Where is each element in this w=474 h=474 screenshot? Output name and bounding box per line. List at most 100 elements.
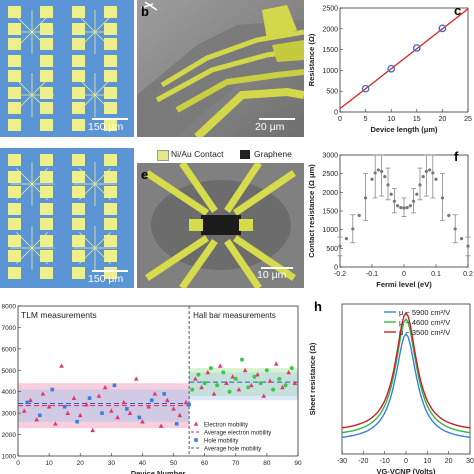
curve-point xyxy=(399,206,403,210)
electron-point xyxy=(183,399,189,405)
contact-trace xyxy=(94,247,111,264)
panel-d-micrograph: 150 μm xyxy=(0,148,134,288)
y-tick-label: 2000 xyxy=(322,26,338,33)
electron-point xyxy=(96,393,102,398)
contact-pad xyxy=(8,267,21,279)
contact-pad xyxy=(72,235,85,247)
contact-pad xyxy=(72,23,85,35)
contact-pad xyxy=(104,23,117,35)
contact-pad xyxy=(72,102,85,114)
panel-h-chart: -30 -20 -10 0 10 20 30 VG-VCNP (Volts) Sheet res… xyxy=(306,296,474,474)
y-tick-label: 1000 xyxy=(2,454,17,461)
electron-point xyxy=(28,397,33,403)
contact-pad xyxy=(8,250,21,262)
y-tick-label: 4000 xyxy=(2,389,17,396)
hall-point xyxy=(190,387,195,392)
plot-frame xyxy=(339,7,469,113)
contact-pad xyxy=(8,235,21,247)
contact-pad xyxy=(104,186,117,198)
hall-point xyxy=(208,366,213,371)
electron-point xyxy=(211,391,217,396)
contact-pad xyxy=(104,171,117,183)
contact-trace xyxy=(16,232,33,249)
x-tick-label: 0.2 xyxy=(463,271,473,278)
panel-b-sem: b 20 μm xyxy=(137,0,304,137)
data-point xyxy=(438,24,447,33)
curve-point xyxy=(434,177,438,181)
scale-label: 20 μm xyxy=(255,121,285,133)
curve-point xyxy=(338,244,342,248)
panel-g-chart: 0 10 20 30 40 50 60 70 80 90 1000 2000 3000 4000 5000 6… xyxy=(0,296,306,474)
contact-trace xyxy=(94,16,111,33)
hall-point xyxy=(221,370,226,375)
electron-point xyxy=(40,391,46,396)
contact-trace xyxy=(16,183,33,200)
y-tick-label: 2000 xyxy=(322,190,338,197)
x-tick-label: -0.2 xyxy=(334,271,346,278)
x-tick-label: 90 xyxy=(294,460,302,467)
hole-point xyxy=(62,404,67,409)
contact-pad xyxy=(40,171,53,183)
y-tick-label: 2500 xyxy=(322,6,338,13)
legend-label: μ ~ 5900 cm²/V xyxy=(399,308,450,317)
electron-point xyxy=(21,408,27,413)
contact-pad xyxy=(40,154,53,166)
electron-point xyxy=(273,361,279,366)
contact-pad xyxy=(8,38,21,50)
curve-point xyxy=(418,183,422,187)
contact-trace xyxy=(31,94,48,111)
contact-pad xyxy=(8,102,21,114)
electron-point xyxy=(193,376,198,381)
x-tick-label: 40 xyxy=(139,460,147,467)
contact-trace xyxy=(94,94,111,111)
y-tick-label: 500 xyxy=(326,246,338,253)
curve-point xyxy=(351,227,355,231)
contact-pad xyxy=(8,23,21,35)
contact-trace xyxy=(31,31,48,48)
electron-point xyxy=(286,369,291,375)
hole-point xyxy=(37,413,42,418)
contact-trace xyxy=(79,16,96,33)
x-tick-label: 50 xyxy=(170,460,178,467)
contact-pad xyxy=(72,87,85,99)
contact-pad xyxy=(72,6,85,18)
legend-label-contact: Ni/Au Contact xyxy=(171,149,224,159)
contact-pad xyxy=(72,218,85,230)
chart-g-svg: 0 10 20 30 40 50 60 70 80 90 1000 2000 3000 4000 5000 6… xyxy=(2,304,302,474)
x-tick-label: 10 xyxy=(387,116,395,123)
electron-point xyxy=(53,421,58,426)
x-tick-label: 30 xyxy=(466,458,474,465)
electron-point xyxy=(267,378,273,383)
contact-trace xyxy=(16,79,33,96)
legend-label: μ ~ 4600 cm²/V xyxy=(399,318,450,327)
electron-point xyxy=(292,380,298,385)
x-tick-label: 60 xyxy=(201,460,209,467)
curve-point xyxy=(376,168,380,172)
contact-trace xyxy=(79,247,96,264)
hall-point xyxy=(271,387,276,392)
panel-f-label: f xyxy=(454,149,459,164)
curve-point xyxy=(421,175,425,179)
panel-e-label: e xyxy=(141,167,149,182)
chart-h-svg: -30 -20 -10 0 10 20 30 VG-VCNP (Volts) Sheet res… xyxy=(308,303,474,474)
electron-point xyxy=(46,404,52,409)
contact-pad xyxy=(40,102,53,114)
panel-d-pattern xyxy=(8,154,117,279)
legend-marker xyxy=(193,421,199,426)
panel-c-chart: 0 5 10 15 20 25 0 500 1000 1500 2000 2500 Device len… xyxy=(306,0,474,142)
electron-point xyxy=(71,395,77,400)
electron-point xyxy=(109,408,114,413)
contact-trace xyxy=(16,94,33,111)
curve-point xyxy=(460,237,464,241)
contact-pad xyxy=(72,250,85,262)
panel-e-image xyxy=(137,163,304,288)
y-tick-label: 7000 xyxy=(2,325,17,332)
contact-pad xyxy=(40,55,53,67)
legend-label: Electron mobility xyxy=(204,423,248,429)
legend-label-graphene: Graphene xyxy=(254,149,292,159)
y-tick-label: 500 xyxy=(326,89,338,96)
electron-point xyxy=(158,423,164,428)
contact-pad xyxy=(8,87,21,99)
hall-point xyxy=(196,372,201,377)
contact-pad xyxy=(8,55,21,67)
